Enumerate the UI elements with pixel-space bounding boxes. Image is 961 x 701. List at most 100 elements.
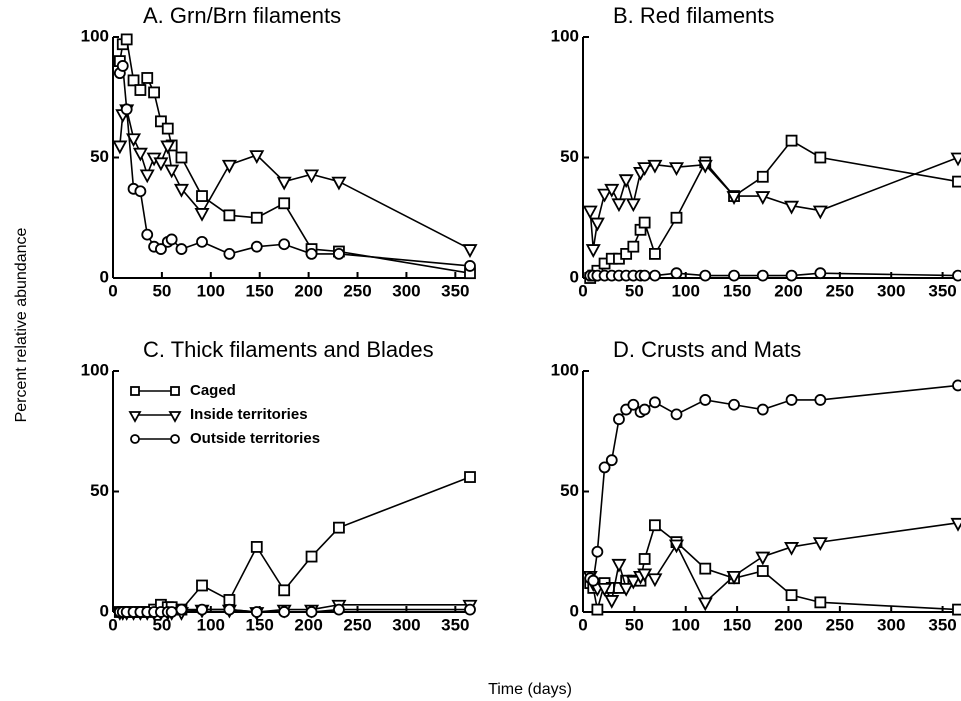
marker — [755, 191, 771, 205]
y-tick-label: 50 — [560, 481, 579, 500]
panel-title: C. Thick filaments and Blades — [143, 337, 434, 362]
marker — [699, 562, 712, 575]
marker — [175, 151, 188, 164]
marker — [627, 240, 640, 253]
marker — [950, 517, 961, 532]
marker — [613, 413, 625, 426]
legend-label: Outside territories — [190, 430, 320, 447]
x-tick-label: 300 — [392, 281, 420, 300]
x-tick-label: 0 — [578, 281, 587, 300]
x-tick-label: 100 — [197, 615, 225, 634]
marker — [728, 269, 740, 282]
marker — [278, 606, 291, 618]
marker — [699, 394, 712, 406]
y-tick-label: 0 — [100, 601, 109, 620]
marker — [649, 519, 661, 532]
marker — [120, 103, 133, 116]
marker — [756, 403, 769, 416]
marker — [611, 558, 627, 573]
marker — [670, 211, 683, 224]
marker — [597, 188, 613, 203]
marker — [605, 454, 618, 467]
marker — [755, 551, 771, 566]
legend-marker — [170, 434, 180, 444]
marker — [249, 150, 265, 164]
marker — [161, 122, 174, 135]
legend-marker — [128, 411, 142, 423]
marker — [585, 244, 601, 258]
legend-marker — [130, 434, 140, 444]
marker — [649, 269, 661, 282]
marker — [670, 408, 683, 421]
marker — [120, 33, 133, 46]
marker — [276, 176, 292, 191]
marker — [223, 209, 236, 222]
marker — [814, 596, 827, 609]
marker — [756, 170, 769, 183]
marker — [591, 603, 604, 616]
marker — [164, 164, 180, 179]
marker — [618, 174, 634, 189]
x-tick-label: 150 — [723, 281, 751, 300]
marker — [165, 233, 178, 246]
marker — [785, 589, 798, 602]
marker — [464, 471, 476, 483]
marker — [638, 269, 651, 282]
marker — [148, 86, 160, 99]
marker — [638, 216, 651, 229]
marker — [604, 595, 620, 609]
x-axis-label: Time (days) — [488, 681, 572, 698]
x-tick-label: 200 — [774, 615, 802, 634]
legend-marker — [170, 386, 180, 396]
x-tick-label: 350 — [928, 281, 956, 300]
y-tick-label: 100 — [81, 360, 109, 379]
x-tick-label: 100 — [672, 615, 700, 634]
marker — [196, 603, 208, 616]
marker — [134, 185, 147, 198]
x-tick-label: 150 — [246, 281, 274, 300]
marker — [627, 398, 640, 411]
marker — [333, 603, 345, 616]
marker — [814, 267, 827, 280]
panel-title: D. Crusts and Mats — [613, 337, 801, 362]
marker — [333, 247, 345, 260]
marker — [812, 537, 828, 551]
marker — [952, 379, 961, 392]
marker — [649, 247, 661, 260]
marker — [155, 115, 167, 128]
marker — [668, 539, 685, 554]
x-tick-label: 300 — [392, 615, 420, 634]
x-tick-label: 250 — [826, 615, 854, 634]
marker — [726, 570, 742, 585]
marker — [139, 169, 155, 184]
marker — [649, 396, 661, 409]
x-tick-label: 250 — [343, 281, 371, 300]
marker — [638, 553, 651, 565]
marker — [625, 575, 641, 590]
marker — [582, 205, 598, 220]
marker — [278, 238, 291, 251]
x-tick-label: 300 — [877, 281, 905, 300]
marker — [331, 176, 347, 191]
marker — [625, 198, 641, 213]
marker — [785, 394, 798, 406]
marker — [134, 84, 147, 96]
marker — [637, 568, 653, 583]
marker — [223, 594, 236, 606]
marker — [333, 521, 345, 534]
marker — [160, 140, 176, 155]
y-tick-label: 50 — [560, 147, 579, 166]
series-line — [119, 476, 471, 613]
x-tick-label: 250 — [826, 281, 854, 300]
marker — [697, 597, 713, 612]
x-tick-label: 300 — [877, 615, 905, 634]
y-tick-label: 50 — [90, 481, 109, 500]
marker — [304, 169, 320, 184]
marker — [589, 217, 605, 232]
marker — [305, 606, 318, 618]
marker — [784, 200, 800, 215]
marker — [155, 243, 167, 255]
x-tick-label: 0 — [578, 615, 587, 634]
y-tick-label: 0 — [570, 601, 579, 620]
